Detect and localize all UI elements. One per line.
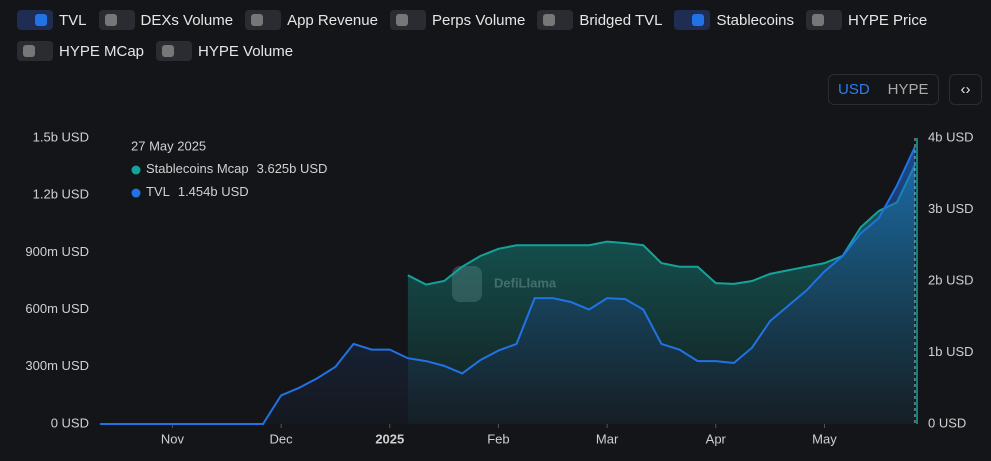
toggle-label: Perps Volume: [431, 11, 526, 29]
x-tick-label: Dec: [270, 431, 294, 446]
x-tick-label: Apr: [706, 431, 727, 446]
line: [100, 146, 916, 425]
switch-knob: [162, 45, 175, 57]
switch-knob: [692, 14, 705, 26]
switch[interactable]: [674, 10, 711, 30]
y-tick-label: 1.2b USD: [33, 187, 89, 202]
switch[interactable]: [806, 10, 843, 30]
toggle-label: Stablecoins: [716, 11, 795, 29]
switch-knob: [104, 14, 117, 26]
switch[interactable]: [17, 10, 53, 30]
toggle[interactable]: Perps Volume: [389, 10, 526, 30]
toggle[interactable]: TVL: [17, 10, 87, 30]
x-tick-label: Nov: [161, 431, 185, 446]
x-tick-label: May: [812, 431, 837, 446]
y-tick-label: 600m USD: [25, 301, 89, 316]
x-tick-label: Feb: [487, 431, 509, 446]
x-tick-label: 2025: [375, 431, 404, 446]
switch[interactable]: [389, 10, 426, 30]
switch-knob: [23, 45, 35, 57]
x-tick-label: Mar: [596, 431, 619, 446]
switch-knob: [251, 14, 264, 26]
y-tick-label: 300m USD: [25, 358, 89, 373]
y2-tick-label: 4b USD: [928, 129, 974, 144]
tooltip-item: Stablecoins Mcap 3.625b USD: [146, 161, 327, 176]
tooltip-name: TVL: [146, 184, 170, 199]
switch[interactable]: [17, 41, 53, 61]
tooltip-value: 3.625b USD: [257, 161, 328, 176]
switch[interactable]: [245, 10, 282, 30]
y2-tick-label: 1b USD: [928, 344, 974, 359]
switch-knob: [35, 14, 47, 26]
tooltip-item: TVL 1.454b USD: [146, 184, 249, 199]
tooltip-name: Stablecoins Mcap: [146, 161, 249, 176]
switch-knob: [543, 14, 556, 26]
embed-button[interactable]: ‹›: [949, 74, 982, 105]
switch[interactable]: [156, 41, 193, 61]
tooltip-dot: [131, 165, 141, 175]
tooltip-value: 1.454b USD: [178, 184, 249, 199]
currency-switch: USD HYPE: [828, 74, 939, 105]
toggle-label: App Revenue: [287, 11, 378, 29]
tooltip-dot: [131, 188, 141, 198]
tooltip-date: 27 May 2025: [131, 138, 206, 153]
toggle-label: HYPE MCap: [59, 42, 145, 60]
switch-knob: [812, 14, 825, 26]
toggle-label: DEXs Volume: [140, 11, 234, 29]
line: [407, 164, 916, 286]
toggle[interactable]: Bridged TVL: [537, 10, 662, 30]
area: [100, 146, 915, 424]
toggle-label: HYPE Price: [848, 11, 928, 29]
currency-option[interactable]: USD: [838, 81, 870, 98]
switch[interactable]: [537, 10, 574, 30]
currency-option[interactable]: HYPE: [887, 81, 929, 98]
toggle[interactable]: Stablecoins: [674, 10, 794, 30]
toggle[interactable]: HYPE Price: [806, 10, 927, 30]
y-tick-label: 1.5b USD: [33, 129, 89, 144]
toggle[interactable]: DEXs Volume: [98, 10, 234, 30]
toggle-label: TVL: [59, 11, 87, 29]
toggle[interactable]: HYPE MCap: [17, 41, 144, 61]
y2-tick-label: 3b USD: [928, 201, 974, 216]
switch-knob: [395, 14, 408, 26]
y-tick-label: 900m USD: [25, 244, 89, 259]
toggle[interactable]: App Revenue: [245, 10, 378, 30]
switch[interactable]: [98, 10, 135, 30]
toggle[interactable]: HYPE Volume: [156, 41, 293, 61]
toggle-bar: TVL DEXs Volume App Revenue Perps Volume Bri…: [17, 10, 977, 61]
y-tick-label: 0 USD: [51, 415, 89, 430]
toggle-label: HYPE Volume: [198, 42, 294, 60]
y2-tick-label: 0 USD: [928, 415, 966, 430]
y2-tick-label: 2b USD: [928, 272, 974, 287]
toggle-label: Bridged TVL: [579, 11, 663, 29]
